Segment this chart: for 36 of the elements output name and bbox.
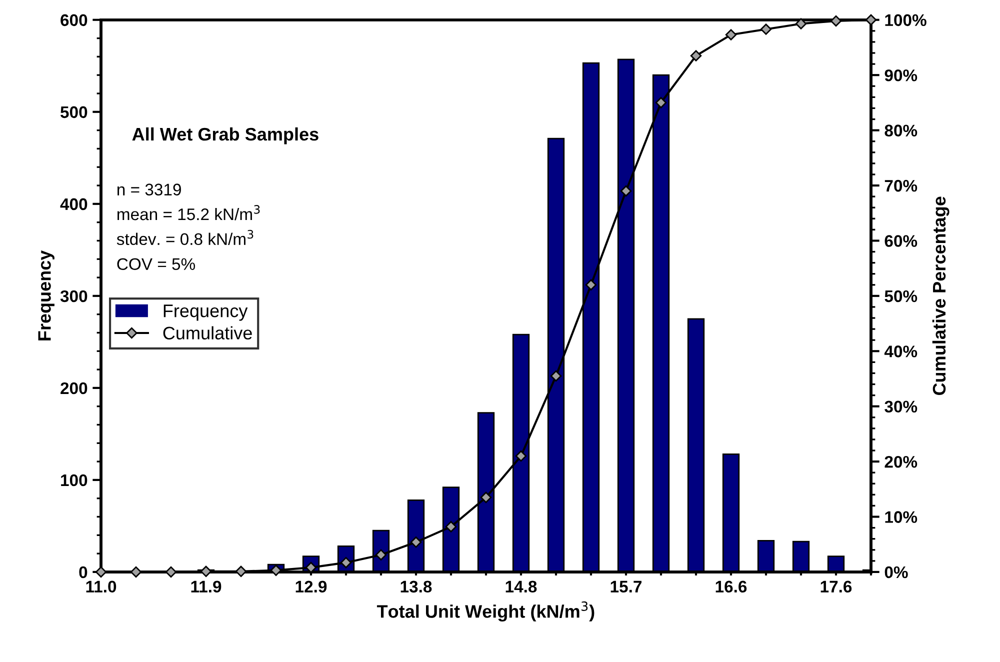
y2-tick-label: 10% <box>885 511 918 523</box>
y2-tick-label: 50% <box>884 290 918 302</box>
y2-tick-label: 100% <box>885 14 926 26</box>
y-axis-title: Frequency <box>38 250 54 340</box>
annotation: mean = 15.2 kN/m$^{3}$ <box>118 205 260 220</box>
x-tick-label: 15.7 <box>610 580 642 593</box>
y-tick-label: 400 <box>60 198 88 210</box>
y2-axis-title: Cumulative Percentage <box>932 196 950 396</box>
y-tick-label: 100 <box>61 474 88 486</box>
x-tick-label: 11.9 <box>191 580 222 593</box>
y-tick-label: 600 <box>60 14 88 26</box>
x-tick-label: 12.9 <box>296 580 327 593</box>
annotation: COV = 5% <box>117 258 196 270</box>
y-tick-label: 0 <box>79 566 88 578</box>
x-axis-title: Total Unit Weight (kN/m$^{3}$) <box>376 601 594 622</box>
x-tick-label: 11.0 <box>86 580 116 593</box>
annotation: n = 3319 <box>118 184 181 196</box>
x-tick-label: 13.8 <box>400 580 432 593</box>
legend-label: Cumulative <box>163 326 252 340</box>
y2-tick-label: 0% <box>884 566 908 578</box>
annotation: All Wet Grab Samples <box>132 127 318 144</box>
y2-tick-label: 90% <box>884 69 918 82</box>
y2-tick-label: 40% <box>884 346 918 358</box>
annotation: stdev. = 0.8 kN/m$^{3}$ <box>116 230 254 246</box>
y2-tick-label: 70% <box>884 180 918 192</box>
x-tick-label: 16.6 <box>716 580 747 593</box>
x-tick-label: 14.8 <box>506 580 537 593</box>
y2-tick-label: 80% <box>884 124 918 136</box>
y2-tick-label: 60% <box>884 235 918 247</box>
y2-tick-label: 30% <box>884 400 918 413</box>
legend-label: Frequency <box>164 304 248 321</box>
y-tick-label: 300 <box>60 290 88 302</box>
y2-tick-label: 20% <box>884 456 918 468</box>
y-tick-label: 200 <box>60 382 88 394</box>
y-tick-label: 500 <box>60 106 88 118</box>
x-tick-label: 17.6 <box>820 580 852 593</box>
